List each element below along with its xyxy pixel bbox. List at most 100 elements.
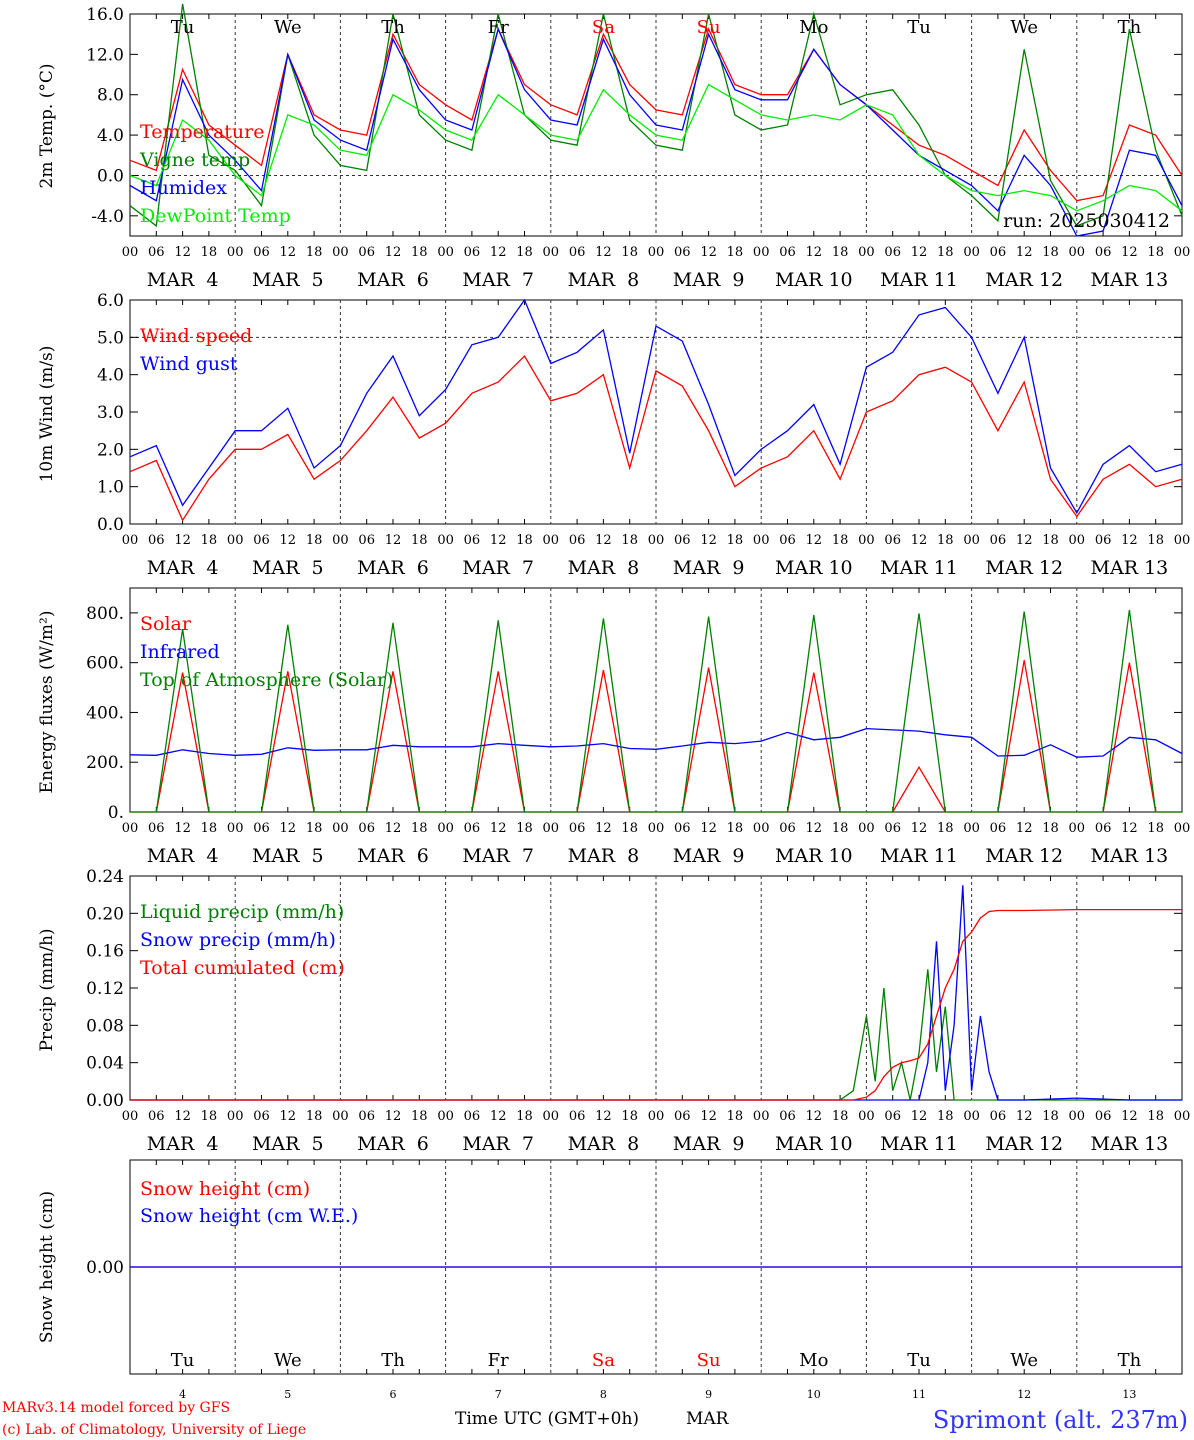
hour-tick-label: 06 bbox=[358, 533, 375, 548]
date-label: MAR 9 bbox=[673, 1133, 745, 1155]
hour-tick-label: 00 bbox=[858, 821, 875, 836]
day-number-label: 11 bbox=[912, 1388, 926, 1401]
hour-tick-label: 18 bbox=[832, 1109, 849, 1124]
hour-tick-label: 12 bbox=[911, 821, 928, 836]
hour-tick-label: 12 bbox=[174, 533, 191, 548]
y-tick-label: -4.0 bbox=[91, 207, 124, 227]
hour-tick-label: 12 bbox=[700, 533, 717, 548]
hour-tick-label: 18 bbox=[411, 1109, 428, 1124]
legend-entry: Solar bbox=[140, 613, 192, 635]
hour-tick-label: 12 bbox=[1016, 821, 1033, 836]
panel-temp: 16.0 12.0 8.0 4.0 0.0 -4.0 2m Temp. (°C) Temper… bbox=[37, 3, 1191, 291]
hour-tick-label: 06 bbox=[464, 245, 481, 260]
hour-tick-label: 06 bbox=[358, 1109, 375, 1124]
hour-tick-label: 12 bbox=[911, 245, 928, 260]
hour-tick-label: 00 bbox=[1174, 533, 1191, 548]
date-label: MAR 10 bbox=[775, 845, 853, 867]
date-label: MAR 8 bbox=[568, 557, 640, 579]
date-label: MAR 11 bbox=[880, 269, 958, 291]
date-label: MAR 4 bbox=[147, 269, 219, 291]
date-label: MAR 11 bbox=[880, 1133, 958, 1155]
hour-tick-label: 00 bbox=[1174, 245, 1191, 260]
hour-tick-label: 18 bbox=[727, 245, 744, 260]
day-number-label: 12 bbox=[1017, 1388, 1031, 1401]
legend-entry: DewPoint Temp bbox=[140, 205, 291, 227]
plot-frame bbox=[129, 299, 1183, 525]
hour-tick-label: 18 bbox=[306, 821, 323, 836]
weekday-label: Mo bbox=[799, 1350, 828, 1371]
hour-tick-label: 06 bbox=[253, 245, 270, 260]
run-label: run: 2025030412 bbox=[1003, 210, 1170, 232]
station-name: Sprimont (alt. 237m) bbox=[933, 1406, 1188, 1434]
hour-tick-label: 12 bbox=[1016, 533, 1033, 548]
y-tick-label: 200. bbox=[86, 753, 124, 773]
hour-tick-label: 18 bbox=[306, 245, 323, 260]
hour-tick-label: 18 bbox=[1042, 245, 1059, 260]
hour-tick-label: 06 bbox=[884, 533, 901, 548]
weekday-label: Fr bbox=[488, 17, 509, 38]
weekday-label: We bbox=[274, 17, 302, 38]
date-label: MAR 10 bbox=[775, 1133, 853, 1155]
hour-tick-label: 06 bbox=[674, 533, 691, 548]
hour-tick-label: 00 bbox=[963, 821, 980, 836]
hour-tick-label: 12 bbox=[595, 245, 612, 260]
date-label: MAR 7 bbox=[462, 557, 534, 579]
day-number-label: 8 bbox=[600, 1388, 607, 1401]
hour-tick-label: 06 bbox=[569, 821, 586, 836]
day-number-label: 7 bbox=[495, 1388, 502, 1401]
hour-tick-label: 00 bbox=[332, 1109, 349, 1124]
hour-tick-label: 00 bbox=[122, 1109, 139, 1124]
hour-tick-label: 12 bbox=[806, 245, 823, 260]
y-axis-title: Energy fluxes (W/m²) bbox=[37, 611, 57, 794]
footer: MARv3.14 model forced by GFS (c) Lab. of… bbox=[2, 1400, 1188, 1438]
weekday-label: Th bbox=[381, 17, 405, 38]
weekday-label: Tu bbox=[171, 1350, 195, 1371]
date-label: MAR 5 bbox=[252, 845, 324, 867]
weekday-label: Tu bbox=[907, 1350, 931, 1371]
hour-tick-label: 18 bbox=[516, 533, 533, 548]
y-tick-label: 0. bbox=[108, 803, 124, 823]
hour-tick-label: 06 bbox=[1095, 245, 1112, 260]
hour-tick-label: 06 bbox=[148, 1109, 165, 1124]
hour-tick-label: 18 bbox=[937, 533, 954, 548]
hour-tick-label: 12 bbox=[911, 533, 928, 548]
date-label: MAR 5 bbox=[252, 1133, 324, 1155]
hour-tick-label: 00 bbox=[122, 245, 139, 260]
y-tick-label: 0.16 bbox=[86, 942, 124, 962]
hour-tick-label: 12 bbox=[595, 533, 612, 548]
hour-tick-label: 12 bbox=[806, 821, 823, 836]
hour-tick-label: 00 bbox=[332, 245, 349, 260]
hour-tick-label: 18 bbox=[201, 821, 218, 836]
day-number-label: 5 bbox=[284, 1388, 291, 1401]
hour-tick-label: 06 bbox=[148, 533, 165, 548]
hour-tick-label: 00 bbox=[753, 821, 770, 836]
hour-tick-label: 00 bbox=[437, 245, 454, 260]
hour-tick-label: 00 bbox=[437, 533, 454, 548]
legend-entry: Snow height (cm) bbox=[140, 1178, 310, 1200]
hour-tick-label: 18 bbox=[411, 245, 428, 260]
date-label: MAR 9 bbox=[673, 269, 745, 291]
hour-tick-label: 00 bbox=[858, 1109, 875, 1124]
hour-tick-label: 06 bbox=[990, 533, 1007, 548]
series-line-total-cumulated-cm- bbox=[130, 908, 1182, 1101]
date-label: MAR 5 bbox=[252, 269, 324, 291]
hour-tick-label: 12 bbox=[490, 1109, 507, 1124]
hour-tick-label: 00 bbox=[122, 533, 139, 548]
date-label: MAR 13 bbox=[1091, 845, 1169, 867]
panel-wind: 6.0 5.0 4.0 3.0 2.0 1.0 0.0 10m Wind (m/s) Wind … bbox=[37, 291, 1190, 579]
y-axis-title: Snow height (cm) bbox=[37, 1191, 57, 1343]
legend-entry: Snow precip (mm/h) bbox=[140, 929, 336, 951]
y-axis-title: 2m Temp. (°C) bbox=[37, 63, 57, 188]
hour-tick-label: 18 bbox=[621, 821, 638, 836]
y-tick-label: 0.0 bbox=[97, 166, 124, 186]
hour-tick-label: 06 bbox=[990, 245, 1007, 260]
day-number-label: 9 bbox=[705, 1388, 712, 1401]
hour-tick-label: 00 bbox=[963, 245, 980, 260]
weekday-label: Sa bbox=[592, 17, 615, 38]
hour-tick-label: 12 bbox=[385, 245, 402, 260]
hour-tick-label: 12 bbox=[385, 821, 402, 836]
date-label: MAR 12 bbox=[985, 269, 1063, 291]
hour-tick-label: 18 bbox=[201, 533, 218, 548]
hour-tick-label: 00 bbox=[227, 245, 244, 260]
